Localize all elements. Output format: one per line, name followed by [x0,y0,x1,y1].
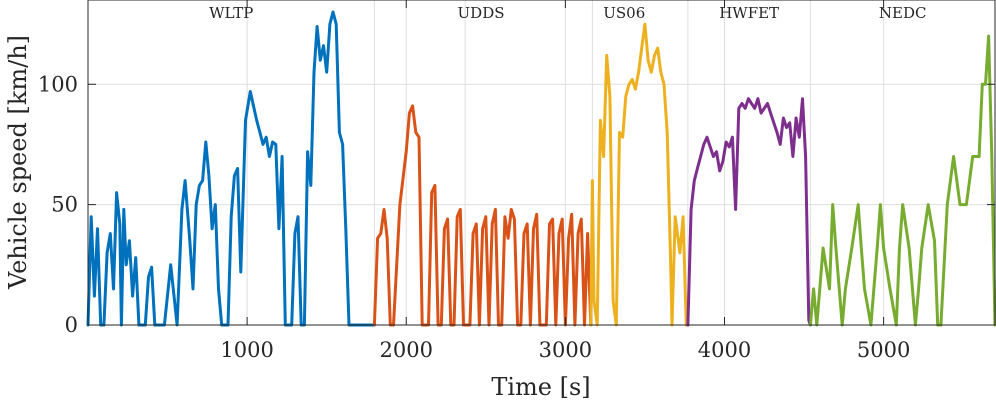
series-line-2 [589,22,690,327]
segment-label-4: NEDC [879,4,927,22]
segment-label-0: WLTP [209,4,253,22]
plot-frame [87,0,996,326]
y-tick-label-1: 50 [51,193,78,217]
y-tick-label-0: 0 [65,313,78,337]
x-tick-label-2: 3000 [539,338,592,362]
x-tick-label-1: 2000 [380,338,433,362]
x-axis-title: Time [s] [491,373,590,401]
segment-label-2: US06 [603,4,645,22]
x-tick-label-0: 1000 [220,338,273,362]
x-axis: 1000 2000 3000 4000 5000 [220,0,910,362]
series-line-0 [86,10,376,327]
segment-label-1: UDDS [458,4,505,22]
segment-labels: WLTP UDDS US06 HWFET NEDC [209,4,926,22]
x-tick-label-4: 5000 [857,338,910,362]
segment-label-3: HWFET [719,4,779,22]
series-line-3 [686,97,812,327]
segment-boundaries [373,0,811,325]
y-axis-title: Vehicle speed [km/h] [4,35,32,290]
y-axis: 0 50 100 [38,72,995,337]
y-tick-label-2: 100 [38,72,78,96]
x-tick-label-3: 4000 [698,338,751,362]
series-line-4 [808,34,996,327]
